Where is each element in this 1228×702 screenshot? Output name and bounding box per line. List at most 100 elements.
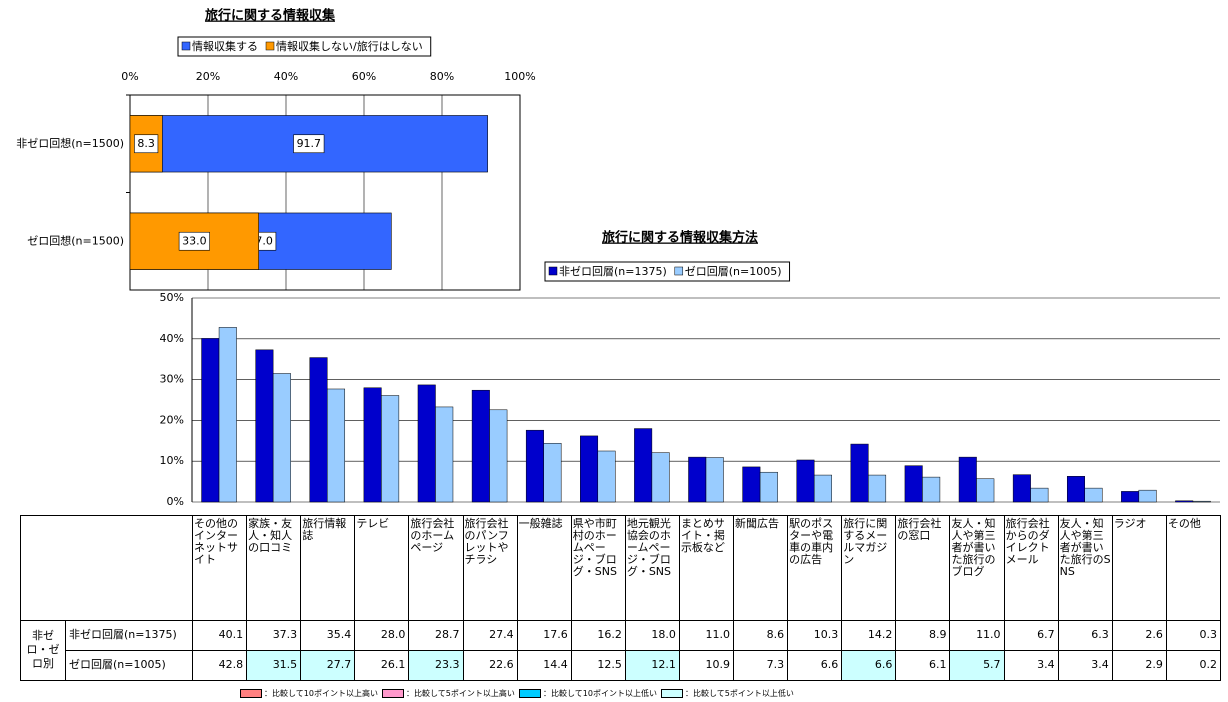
data-label-box	[134, 134, 159, 154]
note-label: ：比較して10ポイント以上高い	[264, 689, 378, 698]
table-cell: 35.4	[300, 620, 356, 651]
table-cell: 14.4	[516, 650, 572, 681]
bar	[543, 442, 562, 503]
table-cell: 6.6	[787, 650, 843, 681]
note: ：比較して5ポイント以上低い	[661, 688, 794, 699]
x-tick-label: 0%	[121, 70, 138, 83]
row-group: 非ゼロ・ゼロ別	[20, 620, 66, 681]
bar	[1012, 474, 1031, 503]
note: ：比較して10ポイント以上高い	[240, 688, 378, 699]
legend-swatch	[265, 41, 275, 51]
bar	[255, 349, 274, 503]
table-header: その他	[1165, 515, 1221, 621]
bar	[1066, 476, 1085, 503]
table-header: 友人・知人や第三者が書いた旅行のブログ	[949, 515, 1005, 621]
legend-label: 非ゼロ回層(n=1375)	[559, 265, 667, 278]
bar	[489, 409, 508, 503]
table-cell: 28.7	[408, 620, 464, 651]
bar	[868, 474, 887, 503]
chart-title: 旅行に関する情報収集	[205, 8, 336, 24]
y-tick-label: 0%	[167, 495, 184, 508]
table-cell: 10.3	[787, 620, 843, 651]
note-swatch	[382, 689, 404, 698]
table-cell: 11.0	[678, 620, 735, 651]
table-cell: 8.6	[733, 620, 789, 651]
bar	[1084, 487, 1103, 503]
bar	[958, 456, 977, 503]
bar	[1030, 487, 1049, 503]
note-label: ：比較して5ポイント以上高い	[406, 689, 515, 698]
legend-swatch	[548, 266, 558, 276]
table-cell: 31.5	[246, 650, 302, 681]
table-cell: 26.1	[354, 650, 410, 681]
data-label-box	[293, 134, 325, 154]
table-cell: 28.0	[354, 620, 410, 651]
bar	[922, 476, 941, 503]
y-tick-label: 20%	[160, 413, 184, 426]
table-header: 一般雑誌	[516, 515, 572, 621]
table-header: まとめサイト・掲示板など	[678, 515, 735, 621]
table-cell: 6.1	[895, 650, 951, 681]
bar	[813, 474, 832, 503]
table-header: 県や市町村のホームページ・ブログ・SNS	[570, 515, 626, 621]
x-tick-label: 60%	[352, 70, 376, 83]
bar	[976, 478, 995, 503]
table-cell: 18.0	[624, 620, 680, 651]
bar	[201, 338, 220, 503]
table-cell: 7.3	[733, 650, 789, 681]
table-cell: 3.4	[1003, 650, 1059, 681]
y-tick-label: 10%	[160, 454, 184, 467]
bar	[759, 471, 778, 503]
note-swatch	[240, 689, 262, 698]
table-cell: 6.6	[841, 650, 897, 681]
legend-label: 情報収集する	[192, 39, 258, 53]
data-label: 8.3	[137, 137, 155, 150]
category-label: ゼロ回想(n=1500)	[27, 233, 124, 247]
bar	[1192, 500, 1211, 503]
bar	[850, 443, 869, 503]
note: ：比較して5ポイント以上高い	[382, 688, 515, 699]
row-label: ゼロ回層(n=1005)	[65, 650, 193, 681]
table-header: 旅行会社の窓口	[895, 515, 951, 621]
bar	[904, 465, 923, 503]
chart-title: 旅行に関する情報収集方法	[602, 230, 758, 246]
table-header: その他のインターネットサイト	[192, 515, 248, 621]
table-cell: 16.2	[570, 620, 626, 651]
table-cell: 27.7	[300, 650, 356, 681]
table-cell: 5.7	[949, 650, 1005, 681]
bar	[327, 388, 346, 503]
bar	[634, 428, 653, 503]
table-cell: 6.3	[1057, 620, 1113, 651]
bar	[742, 466, 761, 503]
bar	[705, 457, 724, 503]
bar	[597, 450, 616, 503]
table-cell: 11.0	[949, 620, 1005, 651]
table-cell: 37.3	[246, 620, 302, 651]
table-header: 駅のポスターや電車の車内の広告	[787, 515, 843, 621]
bar	[381, 395, 400, 503]
table-cell: 10.9	[678, 650, 735, 681]
table-header: 新聞広告	[733, 515, 789, 621]
table-cell: 40.1	[192, 620, 248, 651]
bar	[1175, 500, 1194, 503]
bar	[272, 373, 291, 503]
x-tick-label: 80%	[430, 70, 454, 83]
bar	[525, 429, 544, 503]
note-swatch	[661, 689, 683, 698]
bar	[580, 435, 599, 503]
table-cell: 2.9	[1111, 650, 1167, 681]
legend-label: ゼロ回層(n=1005)	[685, 265, 782, 278]
table-header: 旅行情報誌	[300, 515, 356, 621]
table-header: 家族・友人・知人の口コミ	[246, 515, 302, 621]
y-tick-label: 40%	[160, 332, 184, 345]
legend-box	[544, 261, 791, 282]
x-tick-label: 20%	[196, 70, 220, 83]
bar	[1121, 491, 1140, 503]
table-cell: 6.7	[1003, 620, 1059, 651]
bar	[471, 389, 490, 503]
table-header: 旅行会社のパンフレットやチラシ	[462, 515, 518, 621]
bar	[688, 456, 707, 503]
table-header: 旅行会社のホームページ	[408, 515, 464, 621]
